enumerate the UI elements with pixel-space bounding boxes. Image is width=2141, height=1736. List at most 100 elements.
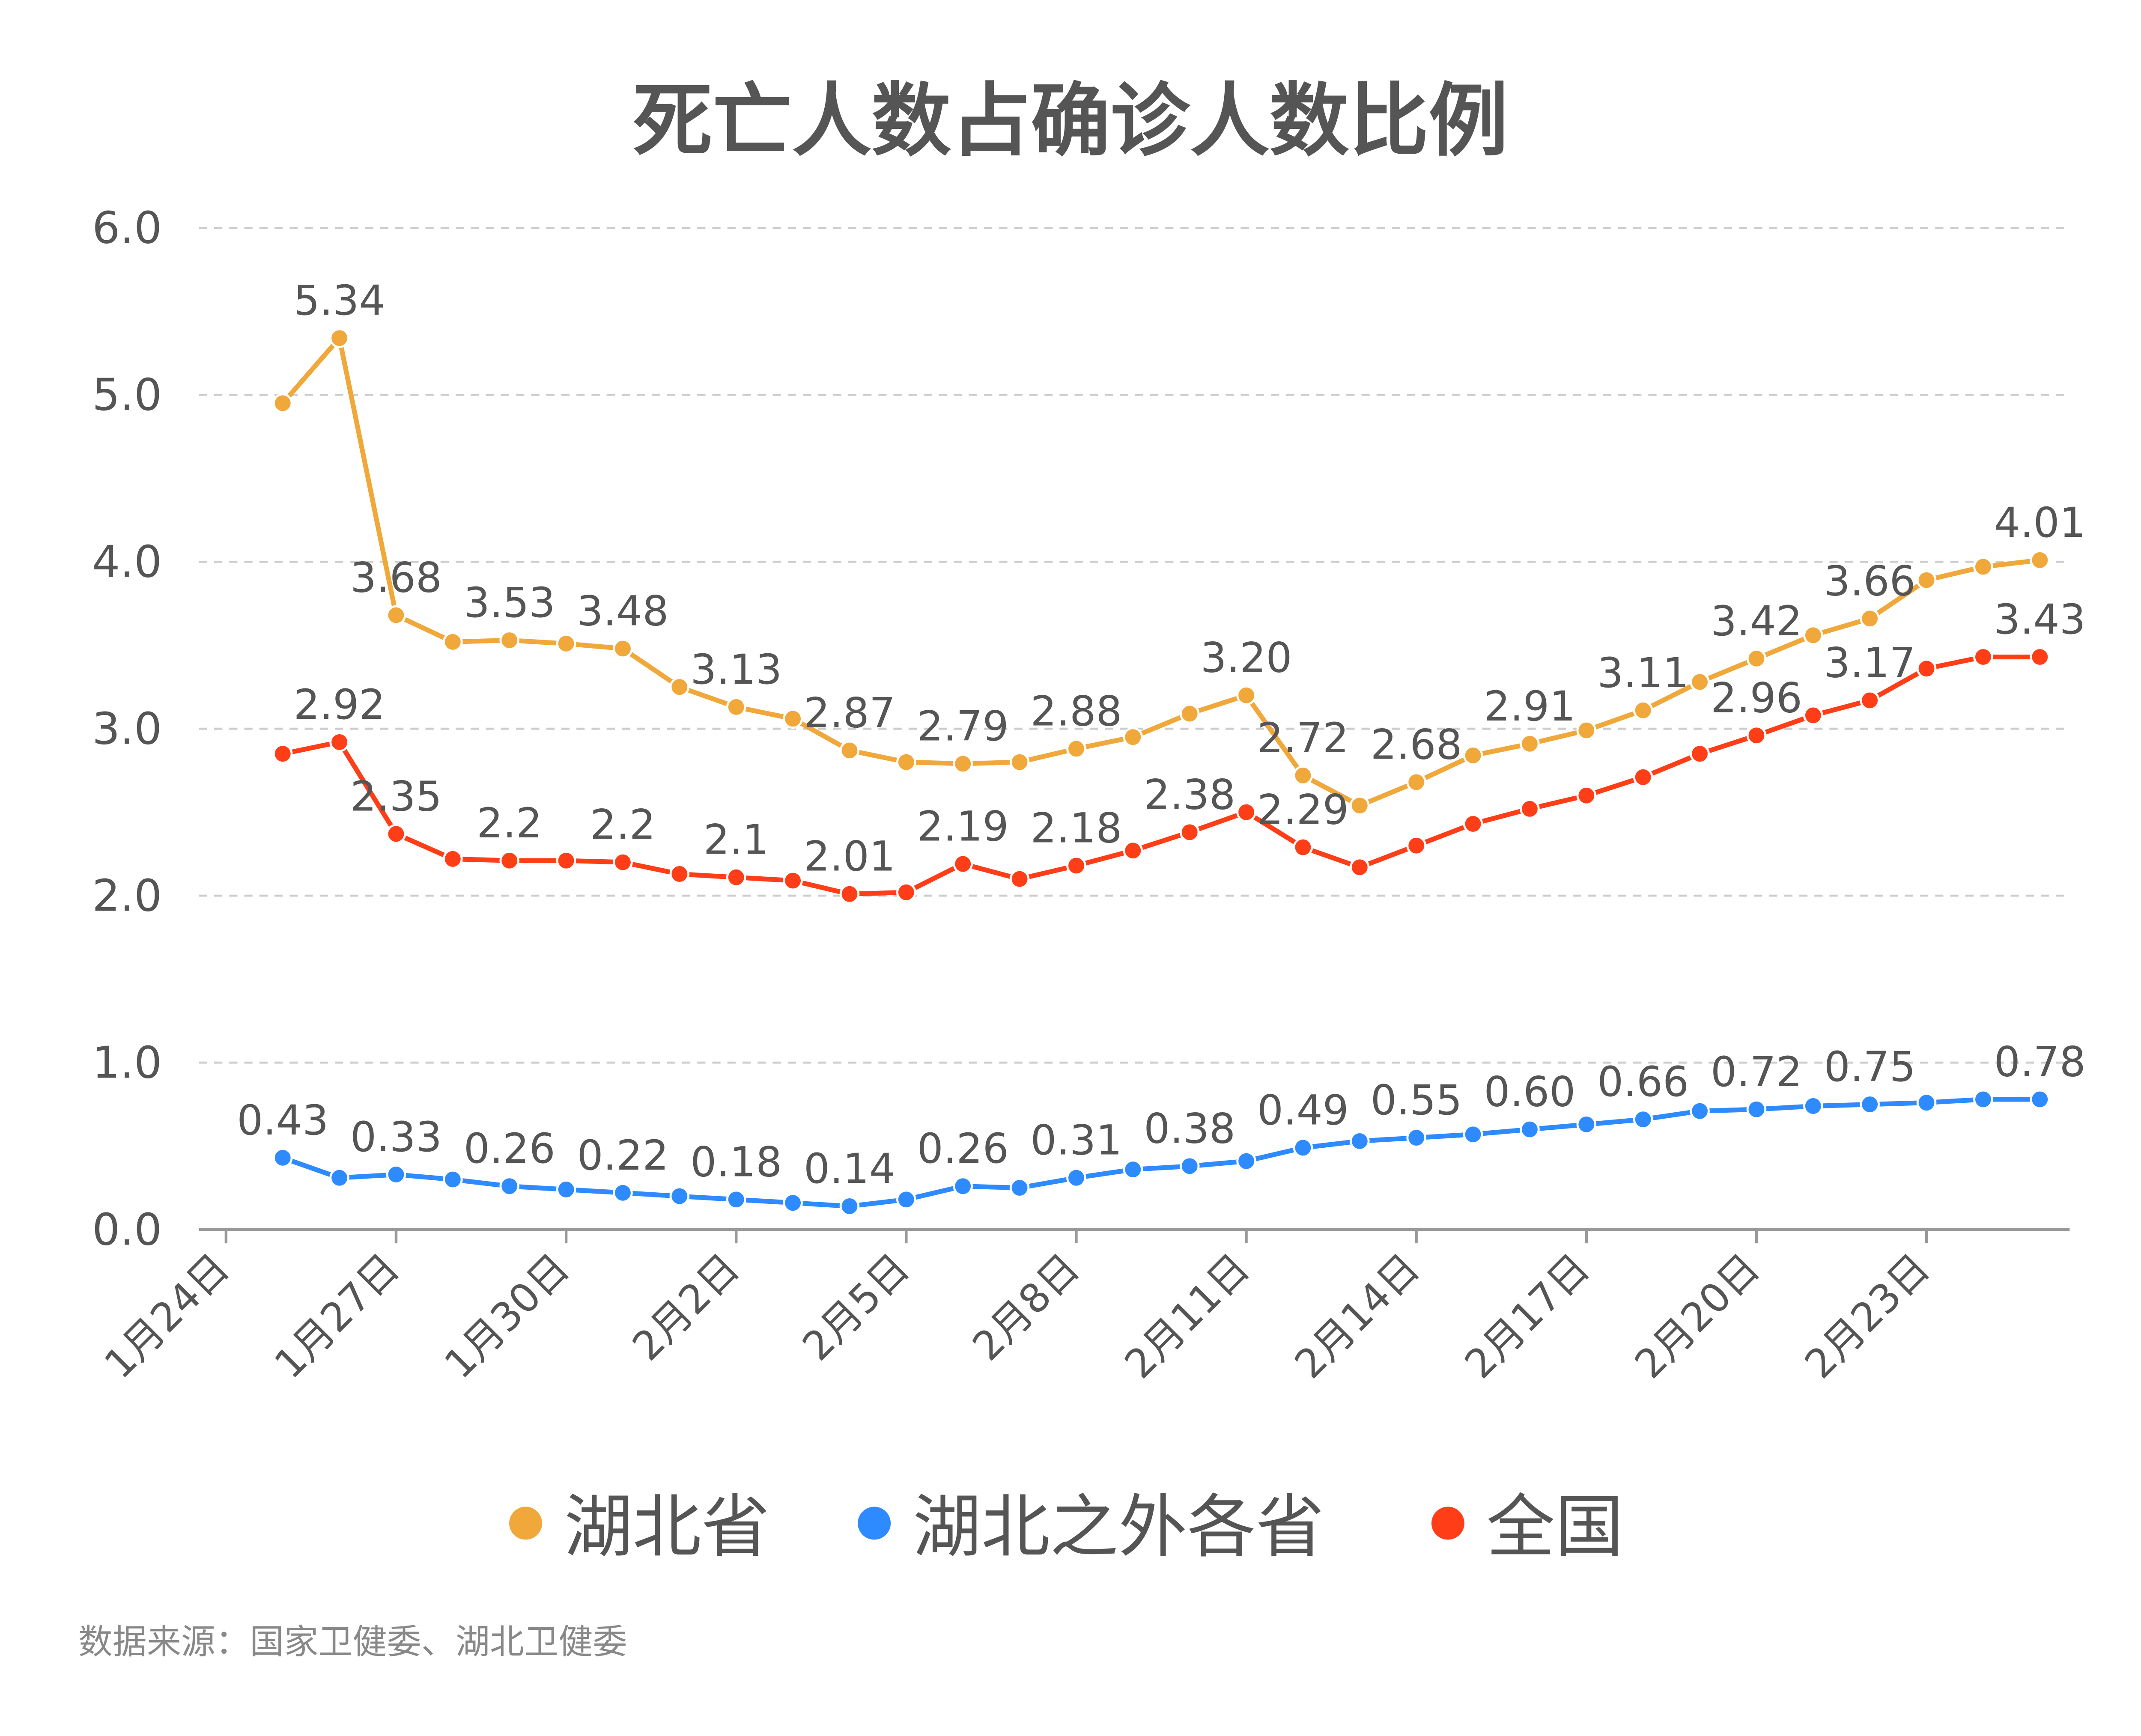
data-point bbox=[953, 1176, 973, 1196]
data-label: 5.34 bbox=[294, 277, 385, 325]
data-label: 0.49 bbox=[1257, 1086, 1349, 1134]
data-point bbox=[1406, 835, 1426, 856]
data-point bbox=[386, 824, 406, 844]
data-point bbox=[499, 1176, 519, 1196]
data-label: 0.78 bbox=[1994, 1038, 2086, 1086]
data-point bbox=[1520, 1119, 1540, 1140]
series-湖北之外各省: 0.43 0.33 0.26 0.22 0.18 0.14 0.26 0.31 0.38 0.49… bbox=[237, 1038, 2086, 1216]
data-point bbox=[1066, 1167, 1086, 1188]
data-point bbox=[1973, 557, 1993, 577]
data-label: 3.11 bbox=[1597, 649, 1689, 697]
data-point bbox=[896, 1189, 916, 1210]
data-point bbox=[1746, 725, 1767, 746]
data-point bbox=[1860, 690, 1880, 711]
data-point bbox=[1293, 1137, 1313, 1158]
data-label: 3.68 bbox=[350, 554, 442, 602]
data-point bbox=[1860, 608, 1880, 629]
data-point bbox=[1690, 1101, 1710, 1121]
data-point bbox=[953, 753, 973, 774]
data-point bbox=[1633, 767, 1653, 787]
data-point bbox=[1576, 720, 1597, 741]
data-point bbox=[273, 1148, 293, 1168]
data-point bbox=[1009, 1178, 1030, 1198]
data-point bbox=[1236, 685, 1256, 706]
x-tick-label: 2月2日 bbox=[623, 1245, 748, 1369]
data-point bbox=[273, 744, 293, 764]
data-point bbox=[1350, 795, 1370, 816]
data-label: 2.35 bbox=[350, 772, 442, 820]
data-point bbox=[443, 1169, 463, 1190]
x-tick-label: 2月8日 bbox=[963, 1245, 1088, 1369]
data-point bbox=[1463, 745, 1483, 765]
data-point bbox=[783, 870, 803, 891]
data-point bbox=[556, 851, 576, 871]
x-tick-label: 1月30日 bbox=[435, 1245, 578, 1387]
legend-label: 湖北省 bbox=[564, 1487, 770, 1567]
data-point bbox=[1520, 799, 1540, 819]
legend-label: 全国 bbox=[1486, 1487, 1624, 1567]
legend-marker bbox=[1431, 1507, 1464, 1540]
data-label: 2.2 bbox=[477, 799, 542, 847]
data-label: 3.42 bbox=[1711, 597, 1802, 645]
data-label: 2.92 bbox=[294, 681, 385, 729]
data-label: 3.48 bbox=[577, 587, 668, 635]
data-label: 4.01 bbox=[1994, 499, 2086, 547]
data-point bbox=[1009, 869, 1030, 889]
data-label: 2.18 bbox=[1030, 804, 1122, 852]
data-point bbox=[2030, 550, 2050, 570]
data-label: 3.53 bbox=[464, 579, 555, 627]
data-point bbox=[1179, 703, 1200, 724]
x-tick-label: 2月5日 bbox=[793, 1245, 918, 1369]
data-label: 0.33 bbox=[350, 1113, 442, 1161]
data-label: 0.18 bbox=[690, 1138, 782, 1186]
source-note: 数据来源：国家卫健委、湖北卫健委 bbox=[78, 1622, 627, 1662]
data-label: 2.68 bbox=[1371, 721, 1462, 768]
data-point bbox=[669, 864, 690, 884]
data-point bbox=[613, 1183, 633, 1203]
data-point bbox=[1520, 734, 1540, 754]
data-label: 2.87 bbox=[804, 689, 895, 737]
data-label: 3.66 bbox=[1824, 557, 1916, 605]
data-label: 0.14 bbox=[804, 1145, 895, 1193]
data-point bbox=[1406, 772, 1426, 792]
data-point bbox=[1803, 625, 1823, 646]
data-point bbox=[896, 752, 916, 772]
data-point bbox=[839, 1196, 860, 1216]
data-point bbox=[669, 1186, 690, 1206]
data-point bbox=[1690, 672, 1710, 692]
data-point bbox=[953, 854, 973, 874]
data-label: 0.26 bbox=[464, 1125, 555, 1173]
data-point bbox=[2030, 1089, 2050, 1110]
y-axis: 0.0 1.0 2.0 3.0 4.0 5.0 6.0 bbox=[92, 203, 162, 1256]
data-label: 0.72 bbox=[1711, 1048, 1802, 1096]
data-label: 3.43 bbox=[1994, 596, 2086, 643]
data-point bbox=[2030, 647, 2050, 667]
legend-marker bbox=[858, 1507, 891, 1540]
data-label: 0.26 bbox=[917, 1125, 1009, 1173]
data-label: 2.1 bbox=[704, 816, 769, 864]
data-label: 0.66 bbox=[1597, 1058, 1689, 1106]
x-tick-label: 2月14日 bbox=[1286, 1245, 1428, 1387]
y-tick-label: 0.0 bbox=[92, 1204, 162, 1255]
data-point bbox=[1916, 1093, 1937, 1113]
data-point bbox=[1123, 727, 1143, 747]
series-group: 5.34 3.68 3.53 3.48 3.13 2.87 2.79 2.88 3.20 2.72… bbox=[237, 277, 2086, 1216]
data-point bbox=[1633, 1109, 1653, 1129]
data-point bbox=[499, 630, 519, 650]
data-point bbox=[726, 1189, 746, 1210]
data-label: 0.38 bbox=[1144, 1105, 1235, 1152]
data-label: 2.29 bbox=[1257, 786, 1349, 834]
x-tick-label: 2月20日 bbox=[1626, 1245, 1768, 1387]
data-label: 2.88 bbox=[1030, 687, 1122, 735]
series-line bbox=[281, 336, 2040, 808]
data-point bbox=[1576, 785, 1597, 806]
data-point bbox=[783, 709, 803, 729]
data-point bbox=[1123, 1159, 1143, 1179]
data-label: 0.55 bbox=[1371, 1076, 1462, 1124]
data-point bbox=[1009, 752, 1030, 772]
data-label: 2.79 bbox=[917, 703, 1009, 750]
data-point bbox=[1746, 1099, 1767, 1120]
legend-label: 湖北之外各省 bbox=[912, 1487, 1324, 1567]
series-湖北省: 5.34 3.68 3.53 3.48 3.13 2.87 2.79 2.88 3.20 2.72… bbox=[273, 277, 2086, 816]
